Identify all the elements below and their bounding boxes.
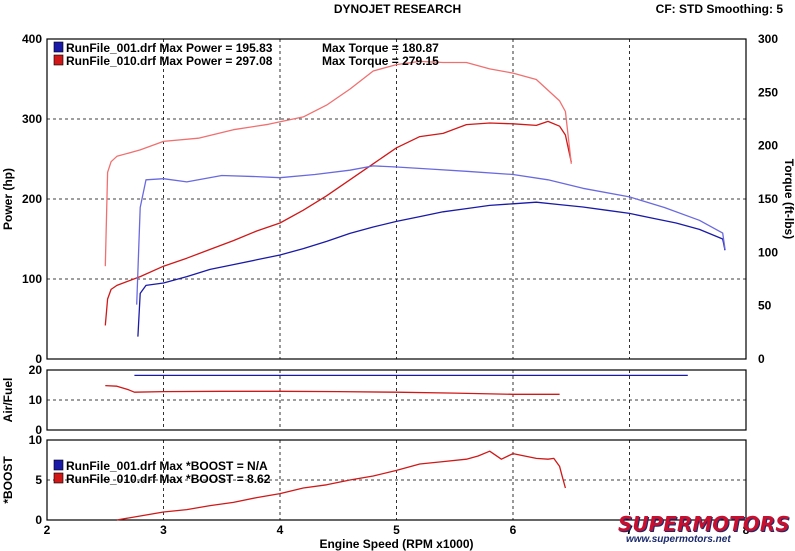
settings-label: CF: STD Smoothing: 5 [655,2,783,16]
x-tick-label: 6 [510,523,517,537]
legend-entry: Max Torque = 180.87 [322,41,439,55]
y-tick-label: 100 [22,272,42,286]
x-axis-label: Engine Speed (RPM x1000) [319,537,473,551]
watermark-url: www.supermotors.net [626,534,731,545]
y2-tick-label: 150 [758,192,778,206]
watermark-brand: SUPERMOTORS [618,512,790,536]
series-line [104,60,572,267]
y2-tick-label: 50 [758,299,772,313]
y-axis-label: Power (hp) [1,168,15,230]
x-tick-label: 2 [44,523,51,537]
legend-swatch [53,54,64,66]
legend-entry: RunFile_001.drf Max Power = 195.83 [66,41,273,55]
legend-swatch [53,459,64,471]
series-line [137,201,726,337]
y-tick-label: 10 [29,393,43,407]
legend-swatch [53,41,64,53]
x-tick-label: 7 [626,523,633,537]
y-tick-label: 200 [22,192,42,206]
y-tick-label: 300 [22,112,42,126]
legend-swatch [53,472,64,484]
y-tick-label: 0 [35,352,42,366]
y-tick-label: 400 [22,32,42,46]
chart-title: DYNOJET RESEARCH [333,2,462,16]
watermark-logo: SUPERMOTORS www.supermotors.net [612,512,792,550]
x-tick-label: 5 [393,523,400,537]
y-tick-label: 0 [35,423,42,437]
y-tick-label: 20 [29,363,43,377]
legend-entry: RunFile_001.drf Max *BOOST = N/A [66,459,268,473]
y-tick-label: 0 [35,513,42,527]
y-tick-label: 5 [35,473,42,487]
y-axis-label: Air/Fuel [1,378,15,423]
y-tick-label: 10 [29,433,43,447]
series-line [136,165,726,305]
legend-entry: RunFile_010.drf Max *BOOST = 8.62 [66,472,271,486]
y-axis-label: *BOOST [1,456,15,504]
y2-tick-label: 250 [758,85,778,99]
series-line [116,450,567,521]
x-tick-label: 3 [160,523,167,537]
x-tick-label: 4 [277,523,284,537]
y2-tick-label: 0 [758,352,765,366]
series-line [105,384,560,395]
y2-tick-label: 100 [758,245,778,259]
y2-tick-label: 300 [758,32,778,46]
y2-tick-label: 200 [758,139,778,153]
legend-entry: RunFile_010.drf Max Power = 297.08 [66,54,273,68]
series-line [104,120,572,326]
y2-axis-label: Torque (ft-lbs) [782,159,795,239]
x-tick-label: 8 [743,523,750,537]
legend-entry: Max Torque = 279.15 [322,54,439,68]
